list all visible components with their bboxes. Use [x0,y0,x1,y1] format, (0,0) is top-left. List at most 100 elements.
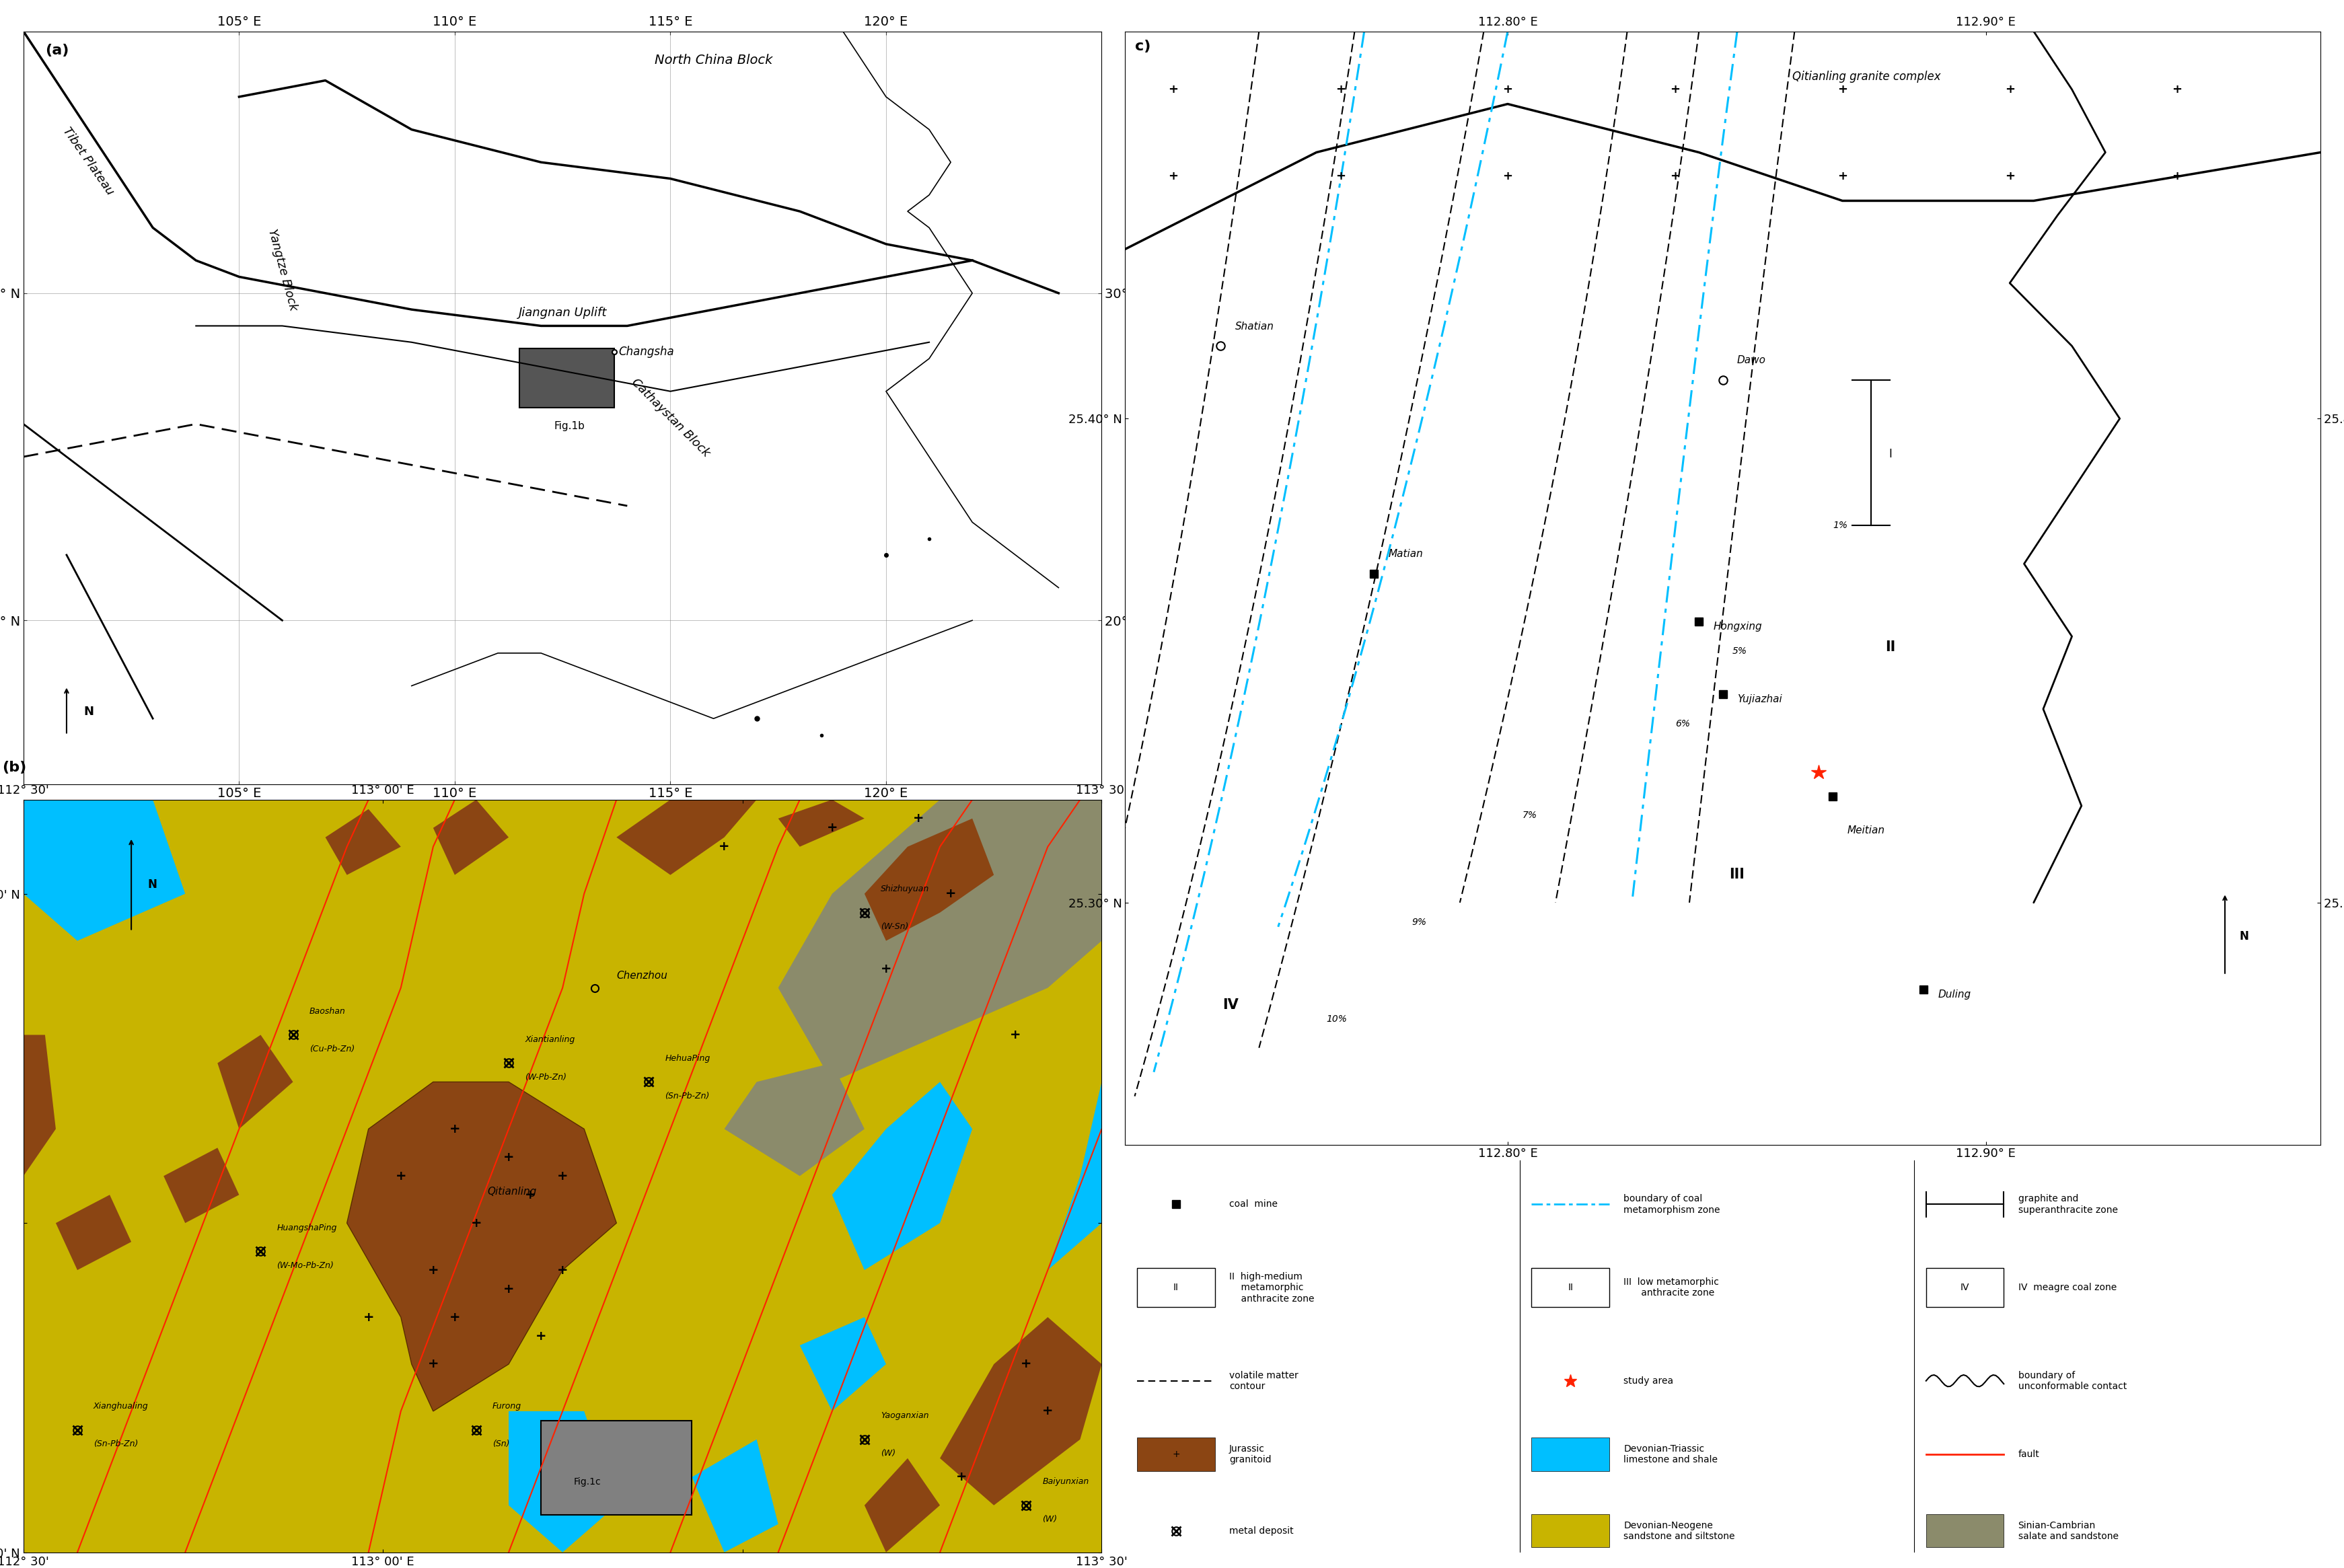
Text: +: + [471,1217,483,1229]
Text: Yaoganxian: Yaoganxian [881,1411,928,1421]
Text: II: II [1568,1283,1573,1292]
Text: North China Block: North China Block [654,53,774,67]
Text: 5%: 5% [1732,646,1746,655]
Text: +: + [427,1264,438,1276]
Text: +: + [363,1311,375,1323]
Polygon shape [434,800,509,875]
Polygon shape [164,1148,239,1223]
Text: Fig.1b: Fig.1b [553,420,584,431]
Text: +: + [1669,171,1681,182]
Text: Shatian: Shatian [1235,321,1275,331]
Text: II: II [1885,640,1896,654]
Text: II: II [1174,1283,1179,1292]
Text: Changsha: Changsha [619,347,675,358]
Text: Qitianling: Qitianling [488,1187,537,1196]
Text: III  low metamorphic
      anthracite zone: III low metamorphic anthracite zone [1624,1278,1718,1298]
Text: II  high-medium
    metamorphic
    anthracite zone: II high-medium metamorphic anthracite zo… [1228,1272,1315,1303]
Bar [1137,1438,1214,1471]
Text: IV: IV [1960,1283,1969,1292]
Text: Chenzhou: Chenzhou [616,971,668,980]
Bar [1531,1269,1610,1308]
Polygon shape [56,1195,131,1270]
Text: Sinian-Cambrian
salate and sandstone: Sinian-Cambrian salate and sandstone [2018,1521,2119,1541]
Text: Meitian: Meitian [1847,825,1885,836]
Text: N: N [148,878,157,891]
Text: +: + [1336,83,1345,96]
Text: study area: study area [1624,1377,1674,1386]
Text: Jurassic
granitoid: Jurassic granitoid [1228,1444,1270,1465]
Text: IV  meagre coal zone: IV meagre coal zone [2018,1283,2117,1292]
Text: Shizhuyuan: Shizhuyuan [881,884,928,894]
Text: N: N [2239,930,2248,942]
Text: Duling: Duling [1938,989,1971,1000]
Text: +: + [558,1264,567,1276]
Text: +: + [1838,83,1847,96]
Text: 10%: 10% [1327,1014,1348,1024]
Polygon shape [865,818,994,941]
Text: Fig.1c: Fig.1c [574,1477,600,1486]
Text: Xianghualing: Xianghualing [94,1402,148,1411]
Text: (Sn-Pb-Zn): (Sn-Pb-Zn) [666,1091,710,1101]
Text: (W-Mo-Pb-Zn): (W-Mo-Pb-Zn) [277,1261,333,1270]
Text: +: + [504,1151,513,1163]
Text: +: + [1043,1405,1052,1417]
Text: +: + [2004,83,2016,96]
Text: metal deposit: metal deposit [1228,1526,1294,1535]
Polygon shape [778,800,865,847]
Polygon shape [832,1082,973,1270]
Text: +: + [1167,83,1179,96]
Text: 7%: 7% [1521,811,1538,820]
Text: +: + [396,1170,406,1182]
Text: (Sn): (Sn) [492,1439,509,1449]
Text: Furong: Furong [492,1402,520,1411]
Polygon shape [1048,1082,1102,1270]
Text: HuangshaPing: HuangshaPing [277,1223,338,1232]
Polygon shape [509,1411,616,1552]
Text: +: + [720,840,729,853]
Bar [1531,1438,1610,1471]
Bar [1137,1269,1214,1308]
Bar [1927,1515,2004,1548]
Text: c): c) [1134,39,1151,53]
Text: +: + [1020,1358,1031,1370]
Text: Xiantianling: Xiantianling [525,1035,574,1044]
Text: Qitianling granite complex: Qitianling granite complex [1793,71,1941,83]
Polygon shape [218,1035,293,1129]
Text: 1%: 1% [1833,521,1847,530]
Text: +: + [534,1330,546,1342]
Text: (Sn-Pb-Zn): (Sn-Pb-Zn) [94,1439,138,1449]
Text: I: I [1889,448,1892,459]
Text: Baiyunxian: Baiyunxian [1043,1477,1090,1486]
Bar [1927,1269,2004,1308]
Text: +: + [525,1189,537,1201]
Text: Devonian-Neogene
sandstone and siltstone: Devonian-Neogene sandstone and siltstone [1624,1521,1735,1541]
Text: (Cu-Pb-Zn): (Cu-Pb-Zn) [309,1044,354,1054]
Text: +: + [956,1471,968,1483]
Text: +: + [1503,171,1512,182]
Polygon shape [724,1063,865,1176]
Text: (a): (a) [45,44,68,56]
Text: +: + [1167,171,1179,182]
Text: 9%: 9% [1411,917,1427,927]
Text: +: + [1503,83,1512,96]
Text: (W): (W) [1043,1515,1057,1524]
Text: +: + [1172,1449,1179,1460]
Text: +: + [1838,171,1847,182]
Text: HehuaPing: HehuaPing [666,1054,710,1063]
Polygon shape [326,809,401,875]
Text: +: + [2004,171,2016,182]
Text: +: + [427,1358,438,1370]
Polygon shape [616,800,757,875]
Text: +: + [2173,83,2182,96]
Polygon shape [691,1439,778,1552]
Text: +: + [912,812,924,825]
Text: Yujiazhai: Yujiazhai [1737,695,1781,704]
Polygon shape [778,800,1102,1082]
Text: (W-Sn): (W-Sn) [881,922,909,931]
Text: III: III [1730,867,1744,881]
Bar [1531,1515,1610,1548]
Polygon shape [940,1317,1102,1505]
Text: +: + [450,1123,459,1135]
Text: (W): (W) [881,1449,895,1458]
Text: +: + [1336,171,1345,182]
